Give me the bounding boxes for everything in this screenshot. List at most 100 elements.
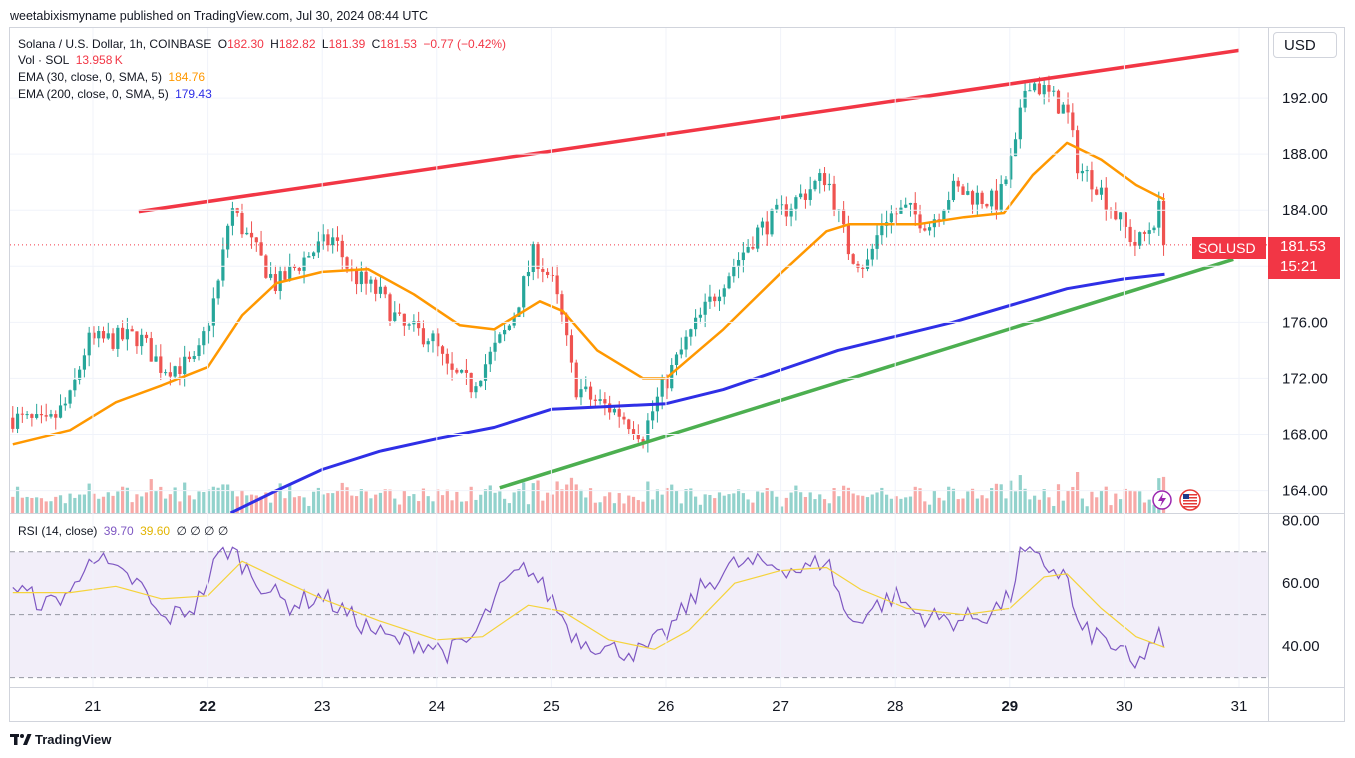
volume-bar (264, 492, 268, 513)
volume-bar (168, 494, 172, 513)
candle (116, 327, 120, 349)
candle (947, 200, 951, 211)
volume-bar (163, 498, 168, 513)
candle (364, 271, 368, 284)
candle (612, 409, 617, 413)
candle (440, 346, 445, 354)
volume-bar (641, 501, 645, 513)
volume-bar (378, 492, 383, 513)
volume-bar (202, 492, 206, 513)
volume-bar (603, 496, 607, 513)
candle (526, 271, 531, 277)
volume-bar (751, 502, 755, 513)
candle (1161, 200, 1166, 245)
volume-bar (393, 498, 397, 513)
candle (646, 420, 650, 443)
volume-bar (192, 499, 196, 513)
volume-bar (1085, 506, 1089, 513)
candle (1076, 130, 1080, 174)
candle (187, 356, 192, 360)
volume-bar (794, 485, 798, 513)
volume-bar (870, 494, 874, 513)
volume-bar (1013, 491, 1018, 513)
rsi-ma-line (12, 560, 1165, 650)
volume-bar (331, 493, 335, 513)
volume-bar (975, 498, 979, 513)
volume-bar (54, 496, 58, 513)
volume-bar (779, 506, 784, 513)
volume-bar (689, 488, 693, 513)
candle (163, 372, 168, 374)
volume-bar (488, 485, 492, 513)
volume-bar (388, 489, 392, 513)
volume-bar (679, 503, 683, 513)
candle (904, 204, 908, 208)
volume-bar (994, 483, 999, 513)
volume-bar (694, 496, 698, 513)
volume-bar (374, 494, 378, 513)
candle (30, 414, 34, 418)
candle (631, 429, 636, 435)
candle (1018, 107, 1022, 140)
candle (1128, 226, 1132, 243)
candle (942, 210, 946, 220)
volume-bar (364, 491, 368, 513)
currency-button[interactable]: USD (1273, 32, 1337, 58)
candle (541, 268, 545, 272)
candle (254, 237, 258, 243)
volume-bar (1138, 491, 1142, 513)
candle (1090, 170, 1094, 190)
volume-bar (226, 484, 230, 513)
candle (340, 240, 344, 258)
candle (956, 180, 960, 187)
volume-bar (746, 499, 750, 513)
candle (1080, 170, 1084, 174)
volume-bar (966, 491, 970, 513)
rsi-tick-label: 60.00 (1282, 575, 1320, 592)
candle (197, 345, 201, 356)
volume-bar (450, 500, 454, 513)
candle (1023, 90, 1027, 108)
volume-bar (1033, 495, 1037, 513)
volume-bar (674, 490, 679, 513)
candle (374, 279, 378, 294)
volume-bar (82, 494, 87, 513)
candle (641, 439, 645, 443)
candle (799, 193, 803, 198)
volume-bar (479, 494, 483, 513)
candle (82, 355, 87, 370)
candle (226, 225, 230, 250)
candle (302, 257, 306, 271)
volume-bar (756, 491, 760, 513)
volume-bar (908, 496, 913, 513)
volume-bar (11, 496, 15, 513)
published-line: weetabixismyname published on TradingVie… (10, 9, 429, 23)
volume-bar (799, 492, 803, 513)
candle (980, 192, 984, 204)
candle (808, 189, 812, 200)
volume-bar (842, 485, 846, 513)
time-tick-label: 29 (1001, 698, 1018, 715)
volume-bar (92, 493, 96, 513)
volume-bar (1004, 498, 1008, 513)
volume-bar (584, 497, 588, 513)
candle (818, 173, 822, 181)
legend-change: −0.77 (−0.42%) (423, 37, 507, 51)
candle (598, 399, 602, 401)
legend-open-label: O (217, 37, 228, 51)
volume-bar (951, 488, 956, 513)
volume-bar (937, 497, 941, 513)
candle (775, 204, 779, 210)
candle (961, 186, 965, 195)
candle (899, 207, 903, 214)
price-tick-label: 184.00 (1282, 202, 1328, 219)
bar-countdown: 15:21 (1280, 258, 1318, 275)
volume-bar (460, 501, 464, 513)
ema200-line (229, 272, 1165, 513)
volume-bar (111, 495, 115, 513)
time-tick-label: 28 (887, 698, 904, 715)
time-tick-label: 21 (85, 698, 102, 715)
candle (713, 296, 717, 302)
volume-bar (717, 492, 722, 513)
